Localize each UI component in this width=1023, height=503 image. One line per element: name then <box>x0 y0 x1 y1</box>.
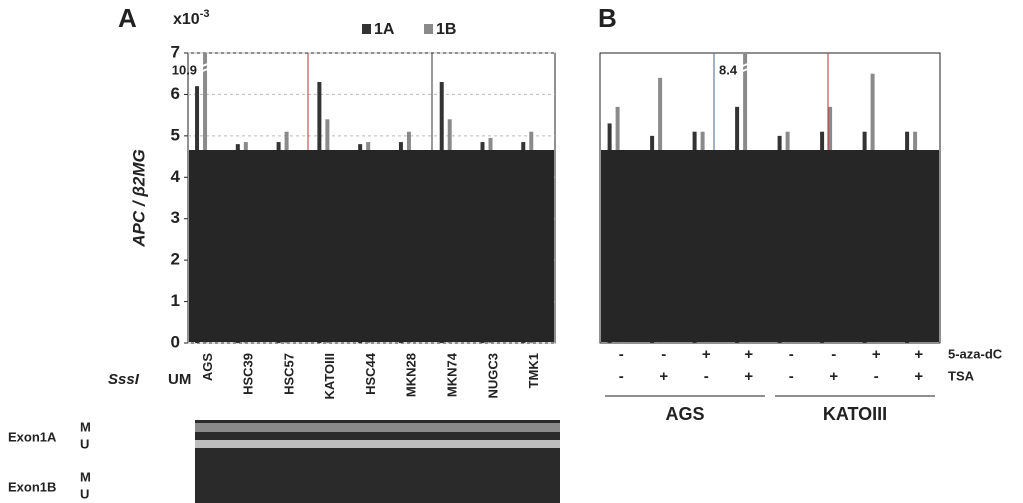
x-tick-label: HSC39 <box>241 353 256 395</box>
legend-swatch <box>362 24 371 34</box>
y-axis-label: APC / β2MG <box>129 149 148 247</box>
x-tick-label: TMK1 <box>526 353 541 388</box>
y-tick-label: 7 <box>171 42 180 61</box>
gel-lane-label: U <box>80 486 89 501</box>
y-tick-label: 4 <box>171 167 181 186</box>
condition-sign: - <box>789 346 794 363</box>
legend-swatch <box>424 24 433 34</box>
x-tick-label: HSC44 <box>363 352 378 395</box>
dark-region <box>189 150 554 342</box>
gel-lane-label: U <box>80 436 89 451</box>
y-multiplier: x10-3 <box>173 8 209 28</box>
panel-label: B <box>598 3 617 33</box>
y-tick-label: 6 <box>171 84 180 103</box>
condition-sign: - <box>704 368 709 385</box>
condition-sign: - <box>831 346 836 363</box>
condition-sign: + <box>914 368 923 385</box>
condition-sign: + <box>914 346 923 363</box>
panel-label: A <box>118 3 137 33</box>
gel-row-label: Exon1A <box>8 429 57 444</box>
condition-sign: + <box>744 346 753 363</box>
dark-region <box>601 150 939 342</box>
y-tick-label: 2 <box>171 250 180 269</box>
x-tick-label: MKN74 <box>444 352 459 397</box>
x-tick-label: NUGC3 <box>485 353 500 399</box>
gel-row-label: Exon1B <box>8 479 56 494</box>
condition-sign: + <box>702 346 711 363</box>
y-tick-label: 0 <box>171 332 180 351</box>
condition-label: 5-aza-dC <box>948 346 1003 361</box>
legend-label: 1B <box>436 21 456 38</box>
x-tick-label: KATOIII <box>322 353 337 399</box>
gel-band <box>195 440 560 448</box>
figure: A APC / β2MG x10-3 0 1 2 3 4 5 6 710.9 AGS HSC39 HSC5… <box>0 0 1023 503</box>
group-label: KATOIII <box>823 404 887 424</box>
x-tick-label: HSC57 <box>281 353 296 395</box>
condition-sign: + <box>744 368 753 385</box>
condition-sign: + <box>659 368 668 385</box>
multiplier-exponent: -3 <box>200 8 210 20</box>
group-label: AGS <box>665 404 704 424</box>
y-tick-label: 3 <box>171 208 180 227</box>
y-tick-label: 5 <box>171 125 180 144</box>
condition-sign: + <box>829 368 838 385</box>
condition-sign: + <box>872 346 881 363</box>
legend-label: 1A <box>374 21 395 38</box>
row-label: UM <box>168 371 191 388</box>
gel <box>195 420 560 503</box>
x-tick-label: MKN28 <box>404 353 419 397</box>
multiplier-base: x10 <box>173 11 200 28</box>
condition-sign: - <box>619 346 624 363</box>
y-tick-label: 1 <box>171 291 180 310</box>
data-label: 10.9 <box>172 62 197 77</box>
condition-sign: - <box>789 368 794 385</box>
condition-sign: - <box>874 368 879 385</box>
condition-sign: - <box>661 346 666 363</box>
data-label: 8.4 <box>719 62 738 77</box>
x-tick-label: AGS <box>200 353 215 382</box>
gel-lane-label: M <box>80 469 91 484</box>
gel-lane-label: M <box>80 419 91 434</box>
gel-band <box>195 423 560 432</box>
row-label: SssI <box>108 371 140 388</box>
condition-sign: - <box>619 368 624 385</box>
condition-label: TSA <box>948 368 975 383</box>
